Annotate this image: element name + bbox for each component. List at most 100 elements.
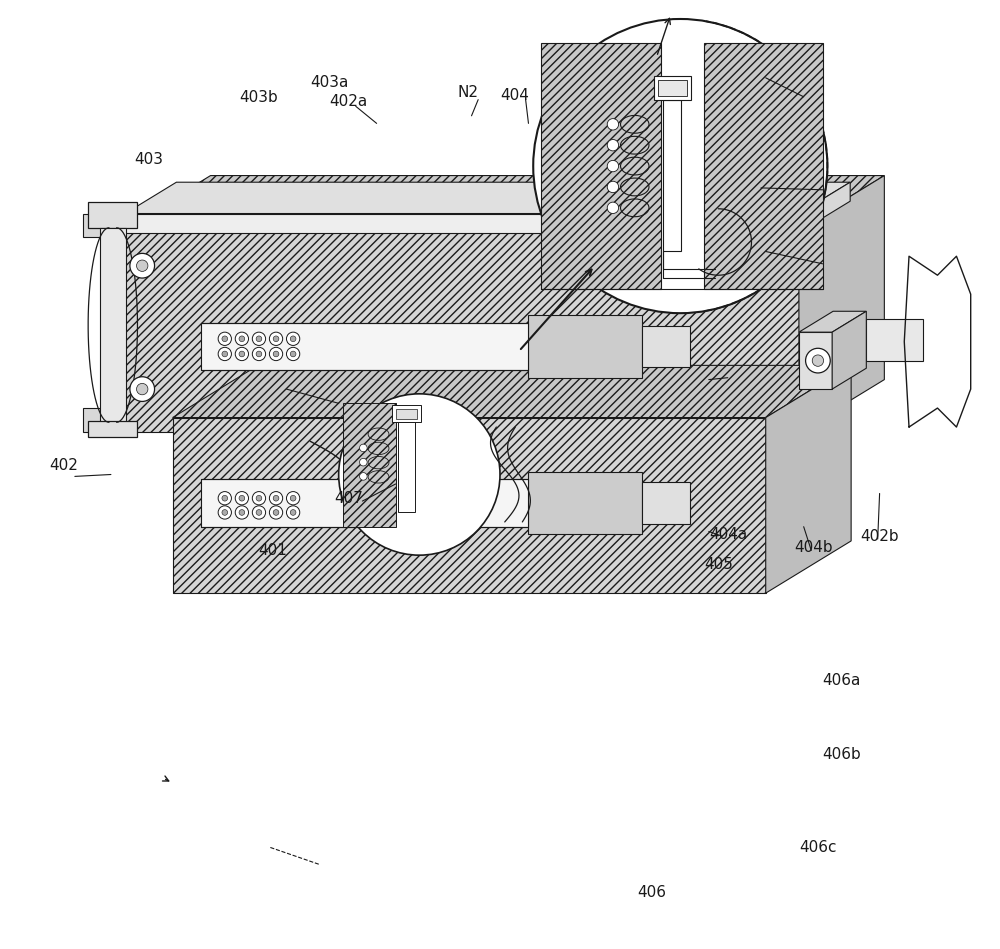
Polygon shape [799,332,832,389]
Circle shape [360,473,367,480]
Circle shape [218,332,231,345]
Text: 404b: 404b [794,540,833,555]
Polygon shape [642,326,690,367]
Circle shape [222,510,228,515]
Polygon shape [173,365,851,418]
Circle shape [456,431,468,442]
Text: 402b: 402b [861,529,899,544]
Circle shape [235,332,249,345]
Text: 401: 401 [258,543,287,558]
Polygon shape [125,214,799,233]
Polygon shape [658,80,687,96]
Circle shape [269,506,283,519]
Circle shape [137,260,148,271]
Circle shape [239,351,245,357]
Circle shape [218,347,231,361]
Polygon shape [642,482,690,524]
Circle shape [218,492,231,505]
Polygon shape [201,479,528,527]
Circle shape [533,19,827,313]
Polygon shape [125,176,884,228]
Circle shape [290,495,296,501]
Circle shape [239,510,245,515]
Circle shape [607,202,619,214]
Circle shape [222,495,228,501]
Polygon shape [125,182,850,214]
Text: N2: N2 [457,84,478,100]
Circle shape [360,458,367,466]
Circle shape [235,506,249,519]
Polygon shape [100,228,126,422]
Circle shape [273,351,279,357]
Circle shape [273,510,279,515]
Circle shape [235,347,249,361]
Polygon shape [799,176,884,432]
Circle shape [607,160,619,172]
Circle shape [273,495,279,501]
Circle shape [273,336,279,342]
Circle shape [286,332,300,345]
Circle shape [290,351,296,357]
Text: 402: 402 [49,457,78,473]
Polygon shape [799,311,866,332]
Circle shape [449,423,475,450]
Circle shape [290,510,296,515]
Circle shape [339,394,500,555]
Polygon shape [541,43,661,289]
Circle shape [130,377,155,401]
Circle shape [222,351,228,357]
Polygon shape [704,43,823,289]
Polygon shape [799,182,850,233]
Circle shape [812,355,824,366]
Text: 406c: 406c [799,840,836,855]
Polygon shape [398,422,415,512]
Circle shape [607,119,619,130]
Circle shape [239,495,245,501]
Circle shape [239,336,245,342]
Text: 406: 406 [638,884,667,900]
Circle shape [137,383,148,395]
Circle shape [252,506,266,519]
Text: 406b: 406b [823,747,861,762]
Polygon shape [528,315,642,378]
Polygon shape [343,403,396,527]
Polygon shape [392,405,421,422]
Circle shape [130,253,155,278]
Polygon shape [528,472,642,534]
Text: 402a: 402a [329,94,367,109]
Text: 404a: 404a [709,527,747,542]
Polygon shape [88,421,137,437]
Text: 405: 405 [704,557,733,572]
Circle shape [286,347,300,361]
Polygon shape [83,408,125,432]
Polygon shape [866,319,923,361]
Text: 404: 404 [500,87,529,102]
Circle shape [607,181,619,193]
Circle shape [256,336,262,342]
Circle shape [360,444,367,452]
Circle shape [252,332,266,345]
Circle shape [290,336,296,342]
Circle shape [222,336,228,342]
Circle shape [269,332,283,345]
Circle shape [235,492,249,505]
Circle shape [286,506,300,519]
Polygon shape [173,418,766,593]
Polygon shape [83,214,125,237]
Circle shape [256,495,262,501]
Polygon shape [396,409,417,419]
Circle shape [286,492,300,505]
Circle shape [218,506,231,519]
Polygon shape [201,323,528,370]
Polygon shape [125,228,799,432]
Circle shape [252,492,266,505]
Polygon shape [88,202,137,228]
Polygon shape [766,365,851,593]
Circle shape [256,351,262,357]
Polygon shape [832,311,866,389]
Circle shape [269,492,283,505]
Text: 406a: 406a [823,673,861,688]
Circle shape [607,140,619,151]
Circle shape [269,347,283,361]
Circle shape [806,348,830,373]
